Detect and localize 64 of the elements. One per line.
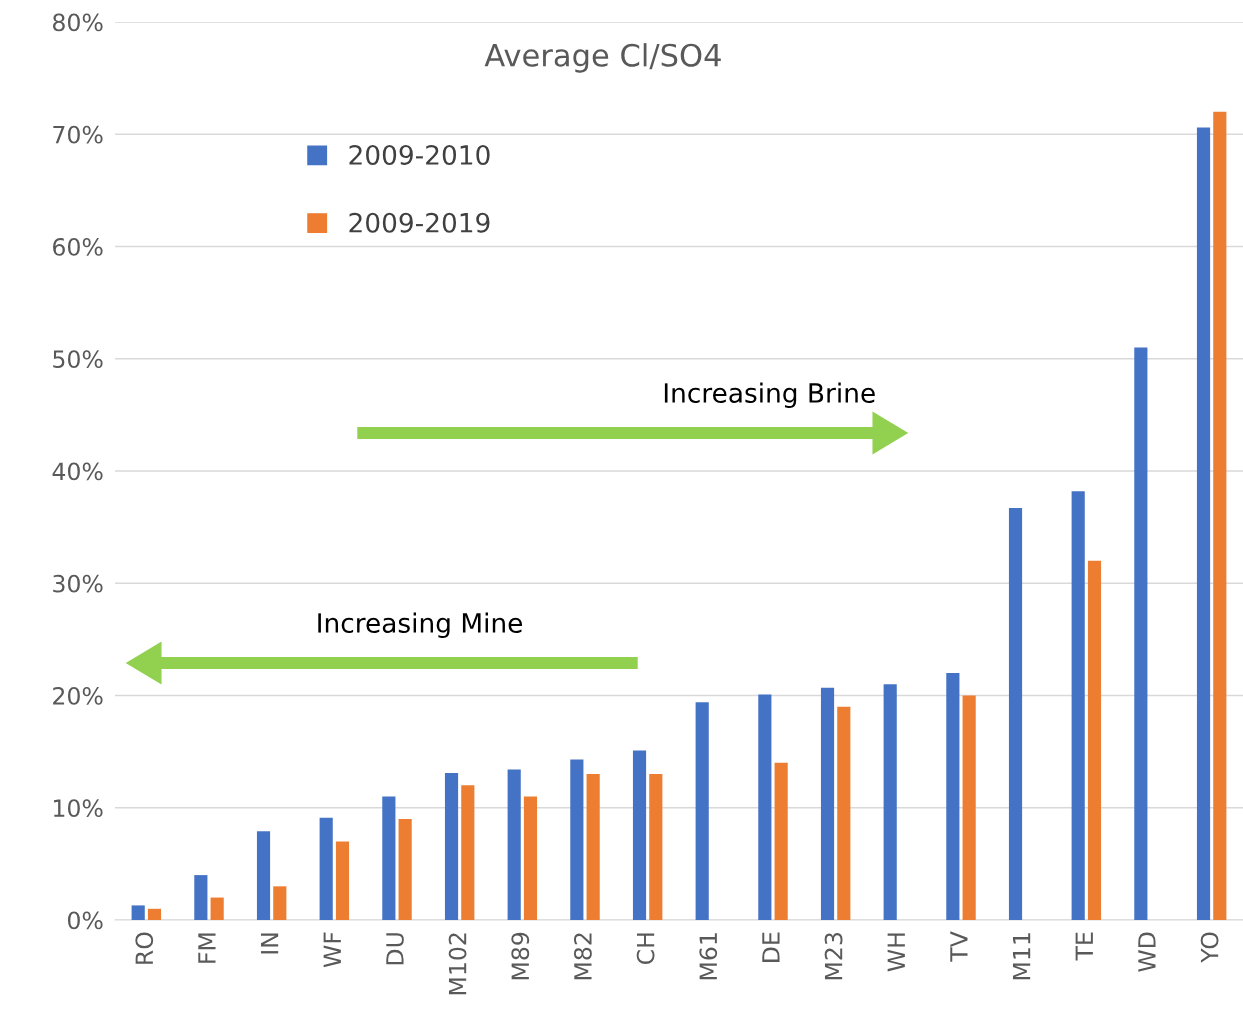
bar (507, 769, 521, 920)
x-tick-label: TV (950, 931, 968, 962)
x-tick-label: M89 (511, 932, 530, 980)
bar (883, 684, 897, 920)
x-tick-label: IN (260, 933, 279, 954)
x-tick-label: FM (198, 933, 216, 963)
x-tick-label: DE (762, 932, 780, 962)
y-tick-label: 0% (67, 911, 103, 930)
x-tick-label: YO (1200, 932, 1219, 963)
bar (523, 796, 538, 920)
y-tick-label: 20% (53, 686, 103, 705)
x-tick-label: M23 (824, 933, 843, 980)
x-tick-label: WD (1138, 932, 1156, 972)
bar (398, 818, 412, 920)
bar (1087, 560, 1102, 920)
x-tick-label: WF (323, 932, 341, 968)
x-tick-label: TE (1075, 932, 1093, 961)
bar (444, 772, 459, 920)
x-tick-label: M61 (699, 933, 718, 980)
bar (335, 841, 350, 920)
bar (962, 695, 976, 920)
bar (758, 694, 772, 920)
bar (194, 875, 208, 920)
bar (649, 774, 663, 920)
x-tick-label: CH (636, 933, 655, 965)
y-tick-label: 60% (53, 237, 103, 256)
bar (319, 817, 333, 920)
y-tick-label: 50% (53, 350, 103, 369)
bar (210, 897, 224, 920)
bar (837, 706, 851, 920)
x-tick-label: M102 (448, 933, 467, 995)
y-tick-label: 80% (53, 13, 103, 32)
bar (774, 762, 788, 920)
bar (632, 750, 647, 920)
x-tick-label: WH (887, 933, 905, 972)
legend-label: 2009-2010 (349, 145, 490, 165)
x-tick-label: M11 (1012, 933, 1031, 980)
bar (1213, 111, 1227, 920)
legend-label: 2009-2019 (349, 212, 490, 233)
text: Average Cl/SO4 (484, 43, 721, 73)
y-tick-label: 70% (53, 125, 103, 144)
x-tick-label: DU (386, 933, 404, 965)
x-tick-label: RO (135, 932, 154, 964)
bar (273, 886, 287, 920)
bar (946, 673, 960, 920)
annotation: Increasing Brine (664, 382, 875, 409)
bar (695, 702, 709, 920)
bar (586, 774, 600, 920)
bar (461, 785, 475, 920)
bar (131, 905, 145, 920)
bar (820, 687, 835, 920)
bar (570, 759, 584, 920)
bar (1134, 347, 1148, 920)
x-tick-label: M82 (573, 933, 592, 980)
bar (1196, 127, 1211, 920)
bar (147, 908, 162, 920)
y-tick-label: 10% (54, 799, 103, 818)
annotation: Increasing Mine (318, 612, 522, 639)
bar (1008, 508, 1023, 920)
bar (256, 831, 271, 920)
y-tick-label: 30% (53, 574, 103, 593)
bar (1071, 491, 1085, 920)
bar (382, 796, 396, 920)
y-tick-label: 40% (52, 462, 103, 481)
